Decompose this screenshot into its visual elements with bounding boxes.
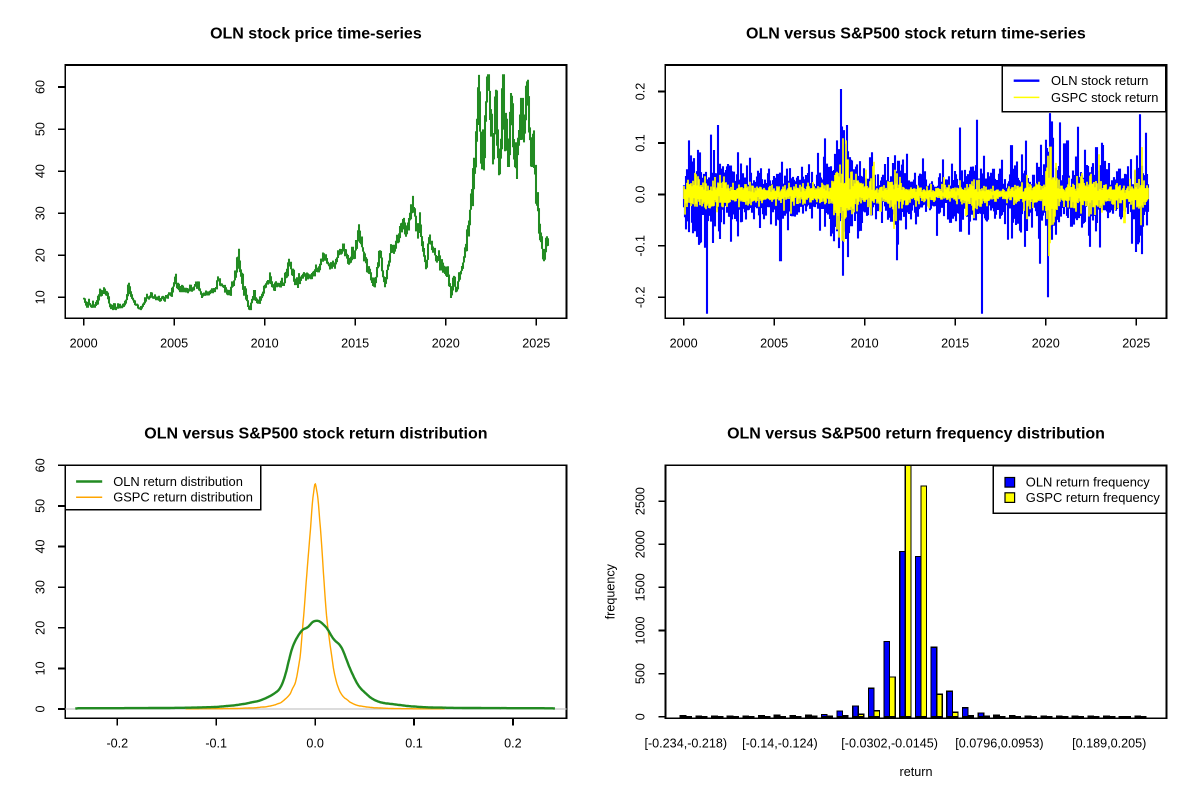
svg-text:[-0.0302,-0.0145): [-0.0302,-0.0145): [841, 737, 938, 751]
svg-text:40: 40: [34, 539, 48, 553]
svg-text:GSPC stock return: GSPC stock return: [1051, 90, 1158, 105]
svg-text:50: 50: [34, 122, 48, 136]
svg-text:0: 0: [634, 713, 648, 720]
svg-text:0.1: 0.1: [634, 134, 648, 152]
svg-text:2020: 2020: [432, 337, 460, 351]
svg-text:2020: 2020: [1032, 337, 1060, 351]
svg-text:GSPC return frequency: GSPC return frequency: [1026, 490, 1161, 505]
svg-text:OLN stock price time-series: OLN stock price time-series: [210, 26, 422, 43]
svg-text:20: 20: [34, 248, 48, 262]
svg-text:2000: 2000: [70, 337, 98, 351]
svg-text:frequency: frequency: [604, 563, 618, 619]
svg-text:-0.2: -0.2: [634, 286, 648, 308]
svg-text:0.0: 0.0: [306, 737, 324, 751]
svg-text:OLN versus S&P500 stock return: OLN versus S&P500 stock return time-seri…: [746, 26, 1086, 43]
svg-text:0.1: 0.1: [405, 737, 423, 751]
svg-text:OLN versus S&P500 return frequ: OLN versus S&P500 return frequency distr…: [727, 426, 1105, 443]
svg-text:0.2: 0.2: [504, 737, 522, 751]
svg-text:2000: 2000: [670, 337, 698, 351]
svg-text:2005: 2005: [760, 337, 788, 351]
svg-text:[-0.14,-0.124): [-0.14,-0.124): [742, 737, 818, 751]
svg-text:40: 40: [34, 164, 48, 178]
svg-text:return: return: [900, 765, 933, 779]
svg-text:2015: 2015: [941, 337, 969, 351]
svg-text:0.0: 0.0: [634, 186, 648, 204]
svg-text:2015: 2015: [341, 337, 369, 351]
svg-text:OLN versus S&P500 stock return: OLN versus S&P500 stock return distribut…: [144, 426, 487, 443]
svg-text:GSPC return distribution: GSPC return distribution: [113, 490, 253, 505]
svg-text:1500: 1500: [634, 573, 648, 601]
svg-text:OLN return frequency: OLN return frequency: [1026, 475, 1151, 490]
svg-text:30: 30: [34, 206, 48, 220]
svg-text:10: 10: [34, 290, 48, 304]
svg-text:[0.189,0.205): [0.189,0.205): [1072, 737, 1146, 751]
svg-text:60: 60: [34, 80, 48, 94]
svg-text:-0.1: -0.1: [634, 235, 648, 257]
svg-text:500: 500: [634, 663, 648, 684]
svg-text:0: 0: [34, 705, 48, 712]
svg-text:-0.2: -0.2: [106, 737, 128, 751]
svg-text:50: 50: [34, 499, 48, 513]
svg-text:2500: 2500: [634, 487, 648, 515]
svg-text:2025: 2025: [522, 337, 550, 351]
svg-text:30: 30: [34, 580, 48, 594]
svg-text:OLN stock return: OLN stock return: [1051, 73, 1148, 88]
svg-text:-0.1: -0.1: [205, 737, 227, 751]
svg-text:2010: 2010: [851, 337, 879, 351]
svg-text:0.2: 0.2: [634, 83, 648, 101]
svg-text:2000: 2000: [634, 530, 648, 558]
svg-text:20: 20: [34, 621, 48, 635]
svg-text:2005: 2005: [160, 337, 188, 351]
svg-text:OLN return distribution: OLN return distribution: [113, 474, 243, 489]
svg-text:2025: 2025: [1122, 337, 1150, 351]
svg-text:10: 10: [34, 661, 48, 675]
svg-text:60: 60: [34, 458, 48, 472]
svg-text:2010: 2010: [251, 337, 279, 351]
svg-text:1000: 1000: [634, 616, 648, 644]
svg-text:[0.0796,0.0953): [0.0796,0.0953): [955, 737, 1043, 751]
svg-text:[-0.234,-0.218): [-0.234,-0.218): [644, 737, 727, 751]
